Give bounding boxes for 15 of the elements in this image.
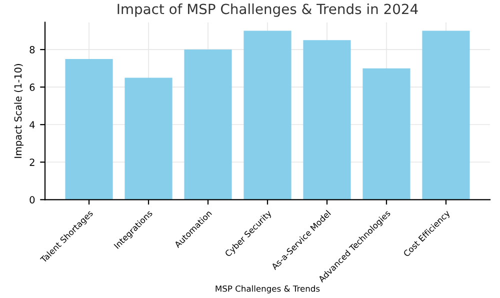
y-tick-label: 6 — [30, 84, 35, 91]
bar — [244, 30, 292, 200]
bar — [184, 50, 232, 200]
bar — [65, 58, 113, 200]
y-tick-label: 8 — [30, 46, 35, 54]
y-tick-label: 4 — [30, 121, 35, 128]
y-tick-label: 0 — [30, 196, 35, 204]
bar — [303, 40, 351, 200]
x-axis-title: MSP Challenges & Trends — [216, 285, 320, 294]
bar — [362, 68, 410, 200]
y-tick-label: 2 — [30, 158, 34, 166]
bar — [422, 30, 470, 200]
chart-title: Impact of MSP Challenges & Trends in 2024 — [118, 3, 418, 17]
bar — [124, 78, 172, 200]
y-axis-title: Impact Scale (1-10) — [14, 64, 24, 158]
